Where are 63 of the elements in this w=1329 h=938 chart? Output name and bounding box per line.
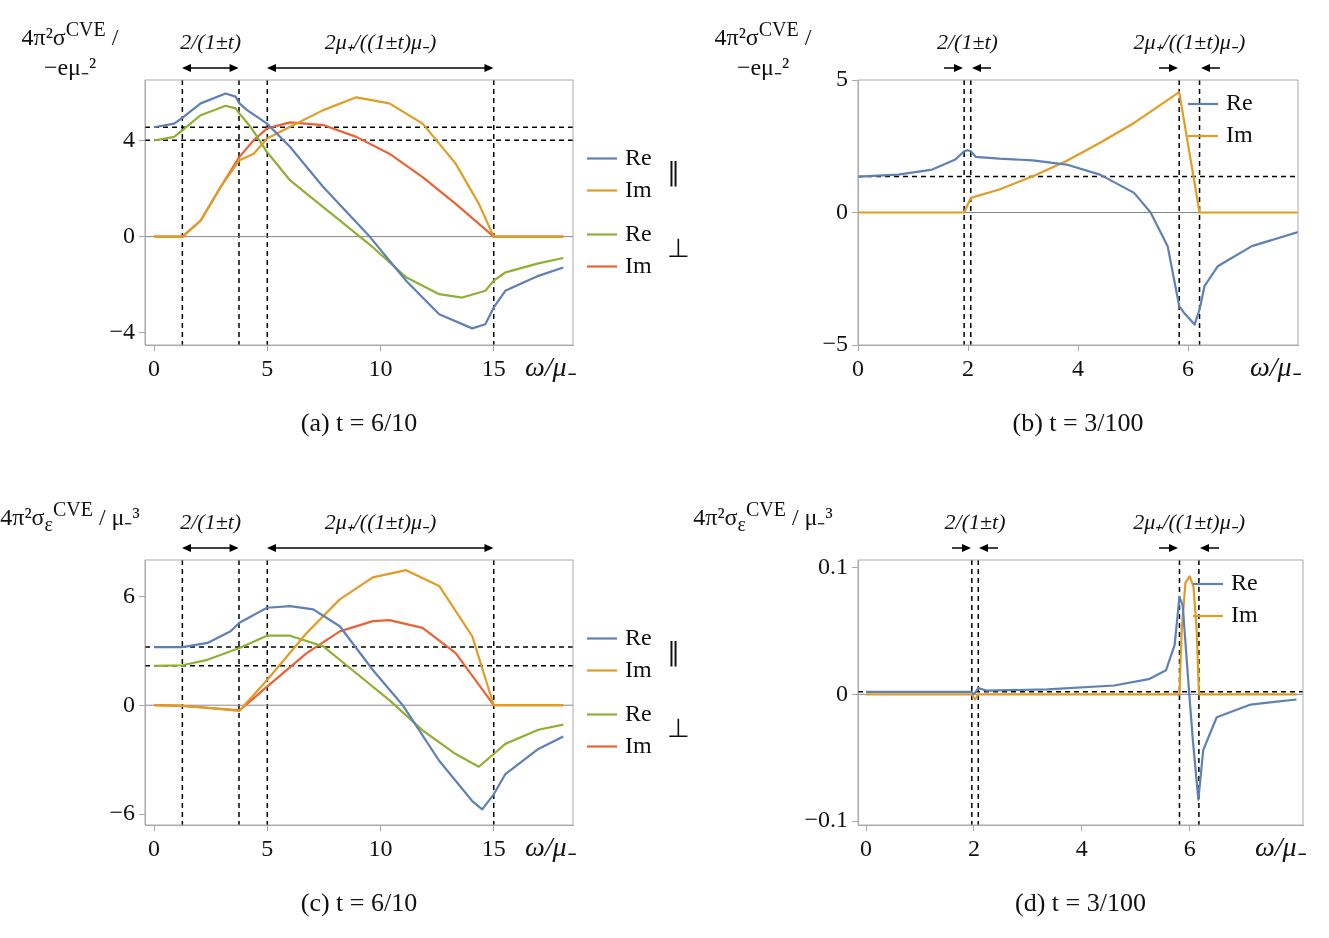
x-tick-label: 15 bbox=[481, 354, 506, 381]
y-tick-label: −4 bbox=[109, 318, 135, 345]
y-axis-title: 4π²σ$_{ε}$$^{CVE}$ / μ₋³ bbox=[693, 497, 833, 537]
y-tick-label: 6 bbox=[123, 581, 135, 608]
y-tick-label: 0 bbox=[836, 679, 848, 706]
text: 2μ₊/((1±t)μ₋) bbox=[324, 508, 437, 534]
text: 2/(1±t) bbox=[944, 508, 1006, 534]
x-tick-label: 6 bbox=[1182, 354, 1194, 381]
y-tick-label: 0 bbox=[836, 197, 848, 224]
legend-label: Re bbox=[1231, 569, 1258, 596]
x-tick-label: 0 bbox=[148, 834, 161, 861]
x-axis-title: ω/μ₋ bbox=[525, 351, 577, 383]
text: 2/(1±t) bbox=[936, 28, 998, 54]
y-tick-label: 0 bbox=[123, 690, 135, 717]
legend-label: Im bbox=[1226, 121, 1253, 148]
x-tick-label: 2 bbox=[962, 354, 974, 381]
text: (c) t = 6/10 bbox=[299, 888, 419, 918]
legend-label: Re bbox=[625, 143, 652, 170]
y-tick-label: 0.1 bbox=[818, 552, 848, 579]
legend-label: Re bbox=[625, 623, 652, 650]
y-tick-label: −6 bbox=[109, 799, 135, 826]
y-tick-label: 4 bbox=[123, 125, 135, 152]
text: ∥ bbox=[667, 158, 680, 188]
x-tick-label: 6 bbox=[1183, 834, 1196, 861]
text: 2μ₊/((1±t)μ₋) bbox=[1133, 28, 1246, 54]
x-tick-label: 2 bbox=[967, 834, 980, 861]
y-axis-title: 4π²σ$_{ε}$$^{CVE}$ / μ₋³ bbox=[0, 497, 140, 537]
x-tick-label: 10 bbox=[368, 834, 393, 861]
text: 2μ₊/((1±t)μ₋) bbox=[1133, 508, 1246, 534]
x-tick-label: 0 bbox=[860, 834, 873, 861]
y-tick-label: −0.1 bbox=[804, 806, 848, 833]
legend-label: Re bbox=[1226, 89, 1253, 116]
x-tick-label: 15 bbox=[481, 834, 506, 861]
text: (b) t = 3/100 bbox=[1011, 408, 1145, 438]
legend-label: Im bbox=[625, 655, 652, 682]
text: ⊥ bbox=[667, 234, 690, 264]
x-tick-label: 0 bbox=[148, 354, 161, 381]
x-axis-title: ω/μ₋ bbox=[1250, 351, 1302, 383]
x-tick-label: 4 bbox=[1075, 834, 1088, 861]
x-axis-title: ω/μ₋ bbox=[525, 831, 577, 863]
text: 2/(1±t) bbox=[180, 28, 242, 54]
legend-label: Im bbox=[625, 175, 652, 202]
x-tick-label: 10 bbox=[368, 354, 393, 381]
y-axis-title: 4π²σ$^{CVE}$ / −eμ₋² bbox=[20, 17, 120, 82]
x-tick-label: 5 bbox=[261, 354, 274, 381]
legend-label: Re bbox=[625, 699, 652, 726]
text: 2/(1±t) bbox=[180, 508, 242, 534]
text: (d) t = 3/100 bbox=[1014, 888, 1147, 918]
y-tick-label: 5 bbox=[836, 65, 848, 92]
text: ∥ bbox=[667, 638, 680, 668]
x-tick-label: 5 bbox=[261, 834, 274, 861]
legend-label: Im bbox=[625, 251, 652, 278]
legend-label: Re bbox=[625, 219, 652, 246]
y-axis-title: 4π²σ$^{CVE}$ / −eμ₋² bbox=[713, 17, 813, 82]
text: 2μ₊/((1±t)μ₋) bbox=[324, 28, 437, 54]
y-tick-label: −5 bbox=[822, 330, 848, 357]
text: ⊥ bbox=[667, 714, 690, 744]
text: (a) t = 6/10 bbox=[299, 408, 419, 438]
y-tick-label: 0 bbox=[123, 221, 135, 248]
legend-label: Im bbox=[1231, 601, 1258, 628]
legend-label: Im bbox=[625, 731, 652, 758]
x-axis-title: ω/μ₋ bbox=[1255, 831, 1307, 863]
x-tick-label: 4 bbox=[1072, 354, 1084, 381]
